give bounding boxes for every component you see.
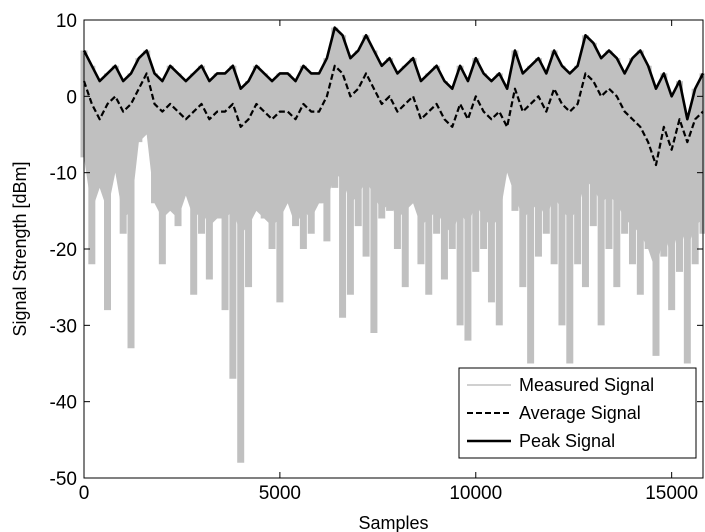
x-tick-label: 5000	[259, 483, 301, 504]
average-signal-line	[82, 64, 704, 167]
y-tick-label: 0	[66, 87, 77, 108]
legend-label-measured-signal: Measured Signal	[519, 375, 654, 395]
y-tick-label: -50	[50, 469, 77, 490]
y-tick-label: -20	[50, 240, 77, 261]
x-tick-label: 10000	[449, 483, 502, 504]
peak-signal-line	[82, 26, 705, 121]
legend-box	[458, 367, 697, 459]
measured-signal-band	[84, 27, 703, 272]
measured-signal-layer	[80, 27, 705, 463]
y-axis-title: Signal Strength [dBm]	[10, 161, 30, 336]
y-tick-label: -40	[50, 393, 77, 414]
legend-label-peak-signal: Peak Signal	[519, 431, 615, 451]
x-tick-label: 0	[79, 483, 90, 504]
axis-ticks-layer: 0 5000 10000 15000 -50 -40 -30 -20 -10 0 10	[50, 11, 703, 504]
series-lines-layer	[82, 26, 705, 167]
x-tick-label: 15000	[645, 483, 698, 504]
x-axis-title: Samples	[358, 513, 428, 532]
y-tick-label: 10	[56, 11, 77, 32]
y-tick-label: -10	[50, 164, 77, 185]
y-tick-label: -30	[50, 316, 77, 337]
legend-label-average-signal: Average Signal	[519, 403, 641, 423]
legend: Measured Signal Average Signal Peak Sign…	[458, 367, 697, 459]
